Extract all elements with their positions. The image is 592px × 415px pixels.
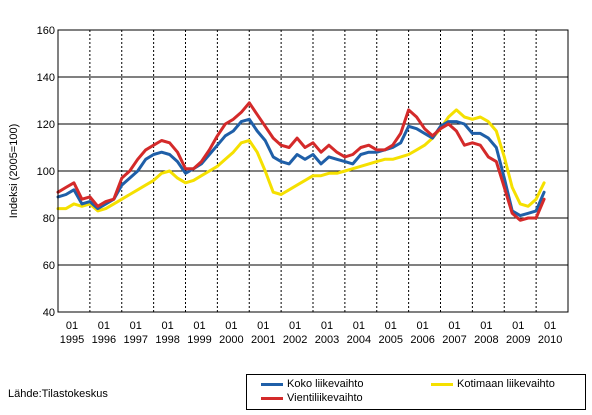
x-tick-year: 2003 (315, 334, 339, 346)
series-line-koko-liikevaihto (56, 117, 546, 218)
y-tick-label: 60 (43, 260, 55, 272)
x-tick-year: 2004 (347, 334, 371, 346)
y-tick-label: 160 (37, 25, 55, 37)
series-line-vientiliikevaihto (56, 101, 546, 222)
x-tick-month: 01 (417, 320, 429, 332)
y-tick-label: 80 (43, 213, 55, 225)
x-tick-year: 2010 (538, 334, 562, 346)
y-tick-label: 140 (37, 72, 55, 84)
legend-item-koko: Koko liikevaihto (261, 378, 363, 390)
x-tick-month: 01 (98, 320, 110, 332)
x-tick-year: 1995 (60, 334, 84, 346)
plot-frame (57, 29, 569, 313)
x-tick-year: 1997 (124, 334, 148, 346)
x-tick-month: 01 (512, 320, 524, 332)
x-tick-year: 2000 (219, 334, 243, 346)
x-tick-year: 2002 (283, 334, 307, 346)
legend-label-vienti: Vientiliikevaihto (287, 392, 363, 404)
x-tick-year: 1996 (92, 334, 116, 346)
x-tick-year: 1999 (187, 334, 211, 346)
legend-swatch-koko (261, 382, 283, 386)
x-tick-year: 2009 (506, 334, 530, 346)
x-tick-month: 01 (162, 320, 174, 332)
legend-swatch-vienti (261, 396, 283, 400)
x-tick-month: 01 (480, 320, 492, 332)
y-axis-label: Indeksi (2005=100) (8, 124, 20, 218)
x-tick-month: 01 (225, 320, 237, 332)
x-tick-month: 01 (66, 320, 78, 332)
legend-label-koko: Koko liikevaihto (287, 378, 364, 390)
x-tick-year: 1998 (155, 334, 179, 346)
x-tick-year: 2005 (379, 334, 403, 346)
legend-swatch-kotimaan (431, 382, 453, 386)
grid-lines (58, 29, 568, 313)
x-tick-month: 01 (544, 320, 556, 332)
x-tick-year: 2001 (251, 334, 275, 346)
source-note: Lähde:Tilastokeskus (8, 388, 108, 400)
legend: Koko liikevaihto Kotimaan liikevaihto Vi… (246, 374, 586, 410)
x-tick-labels: 01 1995 01 1996 01 1997 01 1998 01 1999 01 2000 01 20… (60, 320, 563, 346)
y-tick-label: 120 (37, 119, 55, 131)
y-tick-label: 40 (43, 307, 55, 319)
x-tick-month: 01 (321, 320, 333, 332)
series-lines (56, 101, 546, 222)
legend-item-kotimaan: Kotimaan liikevaihto (431, 378, 555, 390)
legend-item-vienti: Vientiliikevaihto (261, 392, 363, 404)
x-tick-month: 01 (257, 320, 269, 332)
x-tick-month: 01 (130, 320, 142, 332)
y-tick-labels: 40 60 80 100 120 140 160 (37, 25, 55, 319)
x-tick-month: 01 (193, 320, 205, 332)
x-tick-year: 2006 (410, 334, 434, 346)
y-tick-label: 100 (37, 166, 55, 178)
x-tick-year: 2007 (442, 334, 466, 346)
legend-label-kotimaan: Kotimaan liikevaihto (457, 378, 555, 390)
x-tick-month: 01 (448, 320, 460, 332)
x-tick-year: 2008 (474, 334, 498, 346)
series-line-kotimaan-liikevaihto (56, 108, 546, 213)
x-tick-month: 01 (353, 320, 365, 332)
x-tick-month: 01 (385, 320, 397, 332)
x-tick-month: 01 (289, 320, 301, 332)
